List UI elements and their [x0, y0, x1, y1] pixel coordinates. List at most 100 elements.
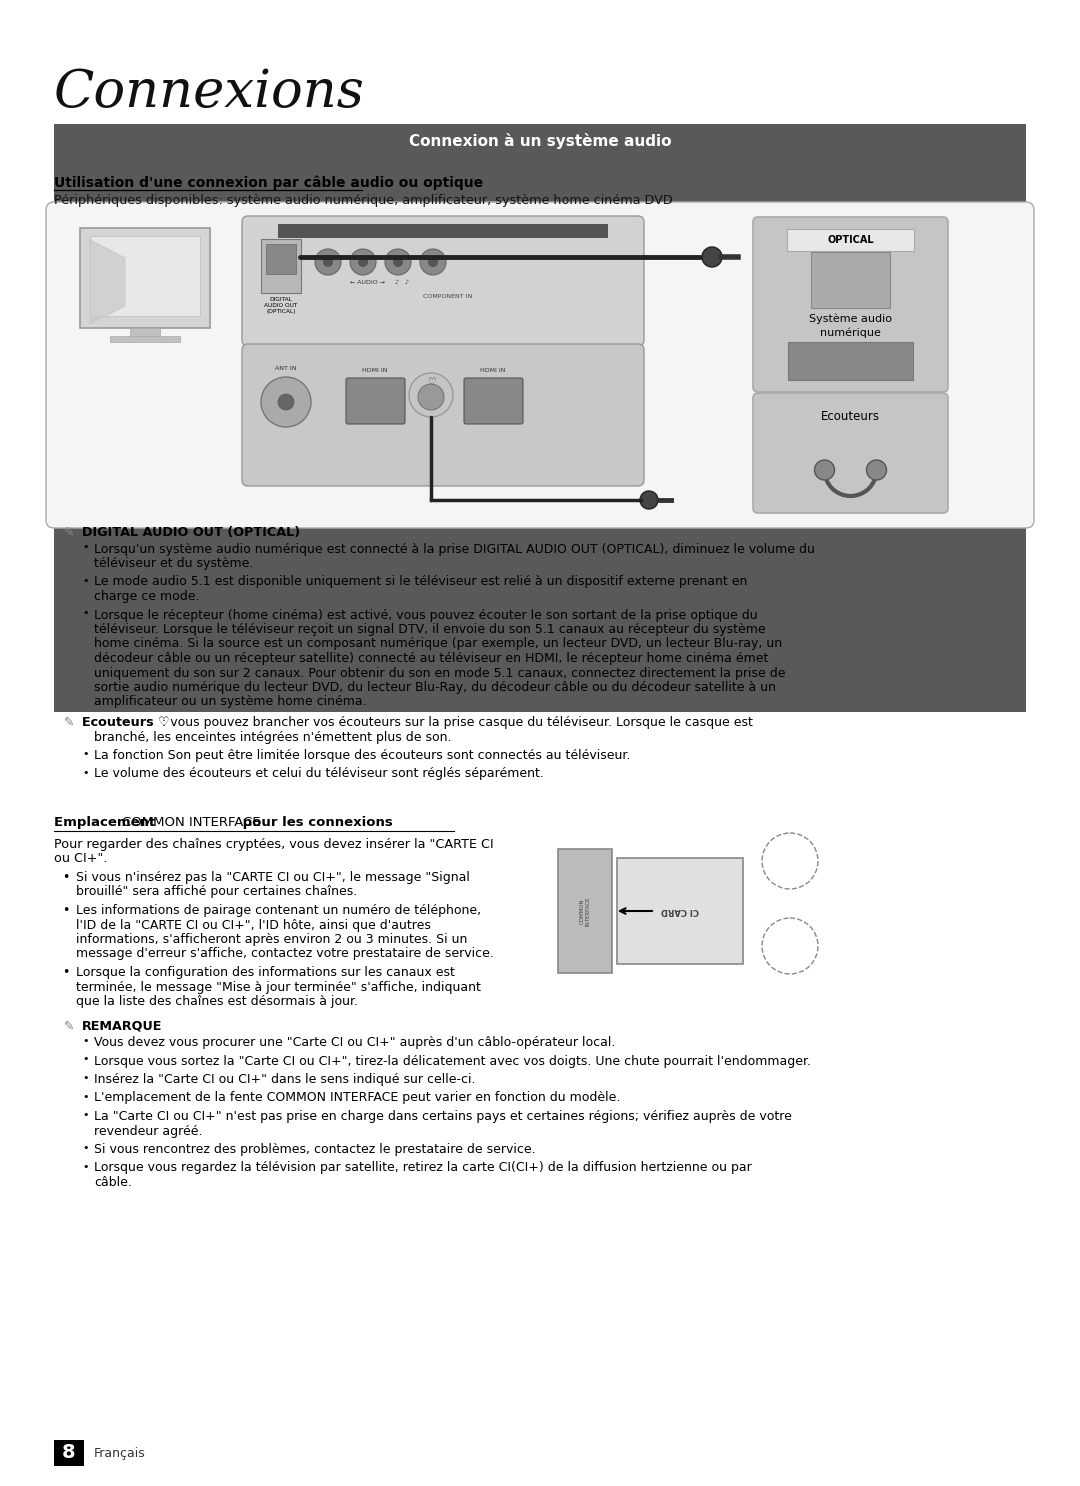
FancyBboxPatch shape: [811, 253, 890, 308]
Text: Si vous n'insérez pas la "CARTE CI ou CI+", le message "Signal: Si vous n'insérez pas la "CARTE CI ou CI…: [76, 871, 470, 884]
FancyBboxPatch shape: [261, 239, 301, 293]
Text: •: •: [82, 1036, 89, 1046]
FancyBboxPatch shape: [787, 229, 914, 251]
Text: La "Carte CI ou CI+" n'est pas prise en charge dans certains pays et certaines r: La "Carte CI ou CI+" n'est pas prise en …: [94, 1110, 792, 1123]
Text: Si vous rencontrez des problèmes, contactez le prestataire de service.: Si vous rencontrez des problèmes, contac…: [94, 1143, 536, 1156]
Circle shape: [702, 247, 723, 267]
Text: Le mode audio 5.1 est disponible uniquement si le téléviseur est relié à un disp: Le mode audio 5.1 est disponible uniquem…: [94, 575, 747, 588]
Text: Lorsque le récepteur (home cinéma) est activé, vous pouvez écouter le son sortan: Lorsque le récepteur (home cinéma) est a…: [94, 608, 758, 621]
Text: Lorsqu'un système audio numérique est connecté à la prise DIGITAL AUDIO OUT (OPT: Lorsqu'un système audio numérique est co…: [94, 542, 815, 556]
Text: ✎: ✎: [64, 526, 75, 539]
FancyBboxPatch shape: [278, 224, 608, 238]
Text: : vous pouvez brancher vos écouteurs sur la prise casque du téléviseur. Lorsque : : vous pouvez brancher vos écouteurs sur…: [162, 716, 753, 730]
Text: Connexion à un système audio: Connexion à un système audio: [408, 134, 672, 149]
Text: •: •: [82, 749, 89, 759]
Text: L'emplacement de la fente COMMON INTERFACE peut varier en fonction du modèle.: L'emplacement de la fente COMMON INTERFA…: [94, 1092, 620, 1104]
Text: ANT IN: ANT IN: [275, 366, 297, 372]
Circle shape: [814, 461, 835, 480]
FancyBboxPatch shape: [266, 244, 296, 273]
Text: Lorsque vous regardez la télévision par satellite, retirez la carte CI(CI+) de l: Lorsque vous regardez la télévision par …: [94, 1162, 752, 1174]
Text: charge ce mode.: charge ce mode.: [94, 590, 200, 603]
Text: Français: Français: [94, 1446, 146, 1459]
Text: terminée, le message "Mise à jour terminée" s'affiche, indiquant: terminée, le message "Mise à jour termin…: [76, 981, 481, 994]
Text: l'ID de la "CARTE CI ou CI+", l'ID hôte, ainsi que d'autres: l'ID de la "CARTE CI ou CI+", l'ID hôte,…: [76, 918, 431, 932]
Circle shape: [315, 250, 341, 275]
Circle shape: [640, 490, 658, 510]
Text: COMMON INTERFACE: COMMON INTERFACE: [122, 816, 260, 829]
Text: La fonction Son peut être limitée lorsque des écouteurs sont connectés au télévi: La fonction Son peut être limitée lorsqu…: [94, 749, 631, 762]
Circle shape: [866, 461, 887, 480]
Text: amplificateur ou un système home cinéma.: amplificateur ou un système home cinéma.: [94, 695, 366, 709]
Circle shape: [278, 394, 294, 410]
FancyBboxPatch shape: [80, 227, 210, 328]
FancyBboxPatch shape: [788, 342, 913, 380]
Text: téléviseur. Lorsque le téléviseur reçoit un signal DTV, il envoie du son 5.1 can: téléviseur. Lorsque le téléviseur reçoit…: [94, 623, 766, 636]
Text: Le volume des écouteurs et celui du téléviseur sont réglés séparément.: Le volume des écouteurs et celui du télé…: [94, 767, 544, 780]
Text: Vous devez vous procurer une "Carte CI ou CI+" auprès d'un câblo-opérateur local: Vous devez vous procurer une "Carte CI o…: [94, 1036, 616, 1049]
Text: téléviseur et du système.: téléviseur et du système.: [94, 557, 254, 571]
Text: sortie audio numérique du lecteur DVD, du lecteur Blu-Ray, du décodeur câble ou : sortie audio numérique du lecteur DVD, d…: [94, 681, 777, 694]
Text: uniquement du son sur 2 canaux. Pour obtenir du son en mode 5.1 canaux, connecte: uniquement du son sur 2 canaux. Pour obt…: [94, 667, 785, 679]
Text: pour les connexions: pour les connexions: [238, 816, 393, 829]
Text: Utilisation d'une connexion par câble audio ou optique: Utilisation d'une connexion par câble au…: [54, 175, 483, 190]
Text: •: •: [82, 1073, 89, 1083]
Text: •: •: [82, 1092, 89, 1101]
Text: Lorsque vous sortez la "Carte CI ou CI+", tirez-la délicatement avec vos doigts.: Lorsque vous sortez la "Carte CI ou CI+"…: [94, 1055, 811, 1067]
Text: Emplacement: Emplacement: [54, 816, 160, 829]
Text: •: •: [62, 871, 69, 884]
Polygon shape: [90, 241, 125, 324]
Text: Ecouteurs: Ecouteurs: [821, 410, 880, 424]
FancyBboxPatch shape: [110, 336, 180, 342]
Text: ♡: ♡: [427, 377, 435, 386]
Text: REMARQUE: REMARQUE: [82, 1019, 162, 1033]
Text: message d'erreur s'affiche, contactez votre prestataire de service.: message d'erreur s'affiche, contactez vo…: [76, 948, 494, 960]
FancyBboxPatch shape: [54, 123, 1026, 712]
Text: décodeur câble ou un récepteur satellite) connecté au téléviseur en HDMI, le réc: décodeur câble ou un récepteur satellite…: [94, 652, 768, 666]
Text: 8: 8: [63, 1443, 76, 1462]
Circle shape: [428, 257, 438, 267]
FancyBboxPatch shape: [90, 236, 200, 317]
Text: DIGITAL AUDIO OUT (OPTICAL): DIGITAL AUDIO OUT (OPTICAL): [82, 526, 300, 539]
Text: COMPONENT IN: COMPONENT IN: [423, 294, 473, 299]
FancyBboxPatch shape: [242, 215, 644, 346]
Circle shape: [350, 250, 376, 275]
Text: •: •: [82, 1110, 89, 1120]
FancyBboxPatch shape: [464, 377, 523, 424]
Text: •: •: [82, 767, 89, 777]
Text: câble.: câble.: [94, 1175, 132, 1189]
FancyBboxPatch shape: [753, 392, 948, 513]
FancyBboxPatch shape: [558, 849, 612, 973]
Text: informations, s'afficheront après environ 2 ou 3 minutes. Si un: informations, s'afficheront après enviro…: [76, 933, 468, 947]
Text: ← AUDIO →     ♪   ♪: ← AUDIO → ♪ ♪: [351, 279, 409, 285]
Circle shape: [357, 257, 368, 267]
FancyBboxPatch shape: [617, 857, 743, 964]
Circle shape: [409, 373, 453, 418]
Text: ou CI+".: ou CI+".: [54, 853, 108, 865]
Text: HDMI IN: HDMI IN: [481, 369, 505, 373]
Text: revendeur agréé.: revendeur agréé.: [94, 1125, 203, 1137]
Text: Périphériques disponibles: système audio numérique, amplificateur, système home : Périphériques disponibles: système audio…: [54, 195, 673, 207]
Text: Ecouteurs ♡: Ecouteurs ♡: [82, 716, 170, 730]
FancyBboxPatch shape: [130, 328, 160, 336]
Text: brouillé" sera affiché pour certaines chaînes.: brouillé" sera affiché pour certaines ch…: [76, 886, 357, 899]
Text: Les informations de pairage contenant un numéro de téléphone,: Les informations de pairage contenant un…: [76, 903, 481, 917]
FancyBboxPatch shape: [346, 377, 405, 424]
FancyBboxPatch shape: [242, 343, 644, 486]
Text: OPTICAL: OPTICAL: [827, 235, 874, 245]
FancyBboxPatch shape: [54, 1440, 84, 1467]
Circle shape: [418, 383, 444, 410]
Text: ✎: ✎: [64, 716, 75, 730]
Text: Insérez la "Carte CI ou CI+" dans le sens indiqué sur celle-ci.: Insérez la "Carte CI ou CI+" dans le sen…: [94, 1073, 475, 1086]
Text: Connexions: Connexions: [54, 67, 365, 117]
Circle shape: [420, 250, 446, 275]
Text: HDMI IN: HDMI IN: [362, 369, 388, 373]
Circle shape: [323, 257, 333, 267]
Text: COMMON
INTERFACE: COMMON INTERFACE: [579, 896, 591, 926]
Text: home cinéma. Si la source est un composant numérique (par exemple, un lecteur DV: home cinéma. Si la source est un composa…: [94, 637, 782, 651]
Text: •: •: [82, 575, 89, 585]
Text: DIGITAL
AUDIO OUT
(OPTICAL): DIGITAL AUDIO OUT (OPTICAL): [265, 297, 298, 314]
Text: •: •: [82, 1143, 89, 1153]
Circle shape: [393, 257, 403, 267]
Text: CI CARD: CI CARD: [661, 906, 699, 915]
Circle shape: [384, 250, 411, 275]
